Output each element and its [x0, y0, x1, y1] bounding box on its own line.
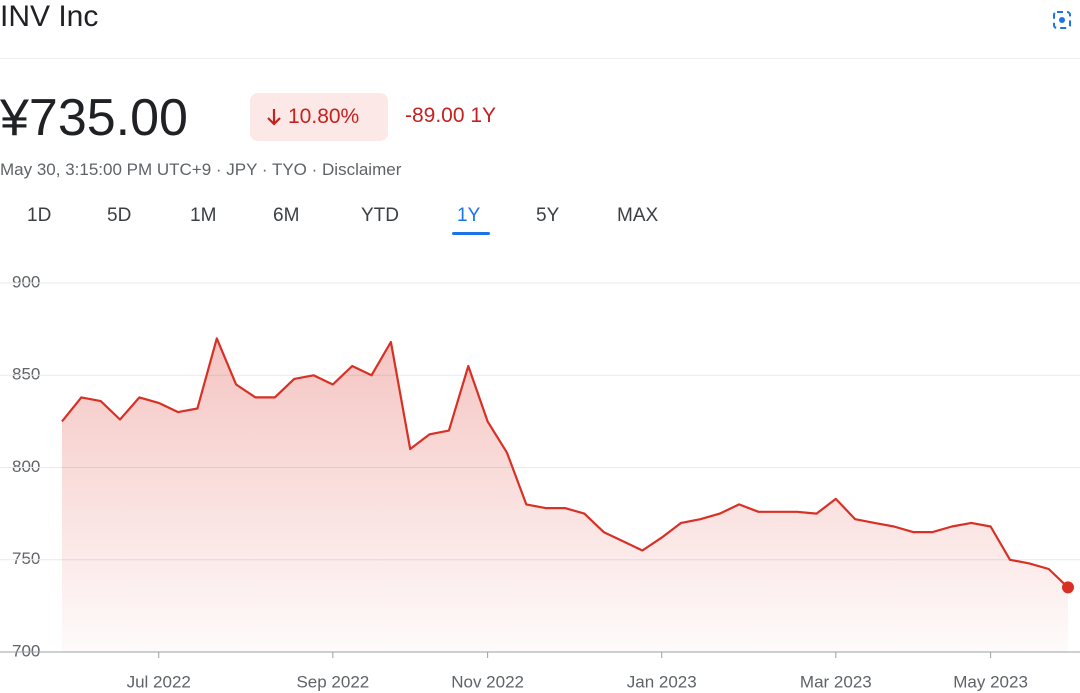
x-tick-label: Jul 2022 — [127, 672, 191, 691]
change-percent-pill: 10.80% — [250, 93, 388, 141]
range-tab[interactable]: YTD — [361, 205, 399, 226]
area — [62, 338, 1068, 652]
x-tick-label: Nov 2022 — [451, 672, 524, 691]
range-tab[interactable]: 1Y — [457, 205, 481, 226]
screenshot-icon[interactable] — [1050, 8, 1074, 32]
subtitle: May 30, 3:15:00 PM UTC+9 · JPY · TYO · D… — [0, 160, 402, 179]
range-tab[interactable]: 5D — [107, 205, 132, 226]
price: ¥735.00 — [0, 89, 188, 147]
y-tick-label: 850 — [12, 365, 40, 384]
x-tick-label: Mar 2023 — [800, 672, 872, 691]
price-line — [61, 337, 1069, 589]
range-tab[interactable]: 6M — [273, 205, 300, 226]
x-tick-label: Sep 2022 — [296, 672, 369, 691]
y-tick-label: 800 — [12, 457, 40, 476]
last-point — [1062, 581, 1074, 594]
range-tab[interactable]: 1M — [190, 205, 217, 226]
change-percent: 10.80% — [288, 105, 360, 128]
divider — [0, 58, 1080, 59]
x-tick-label: May 2023 — [953, 672, 1028, 691]
range-tab[interactable]: 5Y — [536, 205, 560, 226]
change: -89.00 1Y — [405, 104, 497, 127]
selected-tab-underline — [452, 232, 490, 235]
y-tick-label: 750 — [12, 549, 40, 568]
x-tick-label: Jan 2023 — [627, 672, 697, 691]
down-arrow — [267, 109, 281, 126]
y-tick-label: 700 — [12, 641, 40, 660]
range-tab[interactable]: MAX — [617, 205, 659, 226]
stock-title: INV Inc — [0, 0, 99, 33]
y-tick-label: 900 — [12, 272, 40, 291]
range-tab[interactable]: 1D — [27, 205, 52, 226]
